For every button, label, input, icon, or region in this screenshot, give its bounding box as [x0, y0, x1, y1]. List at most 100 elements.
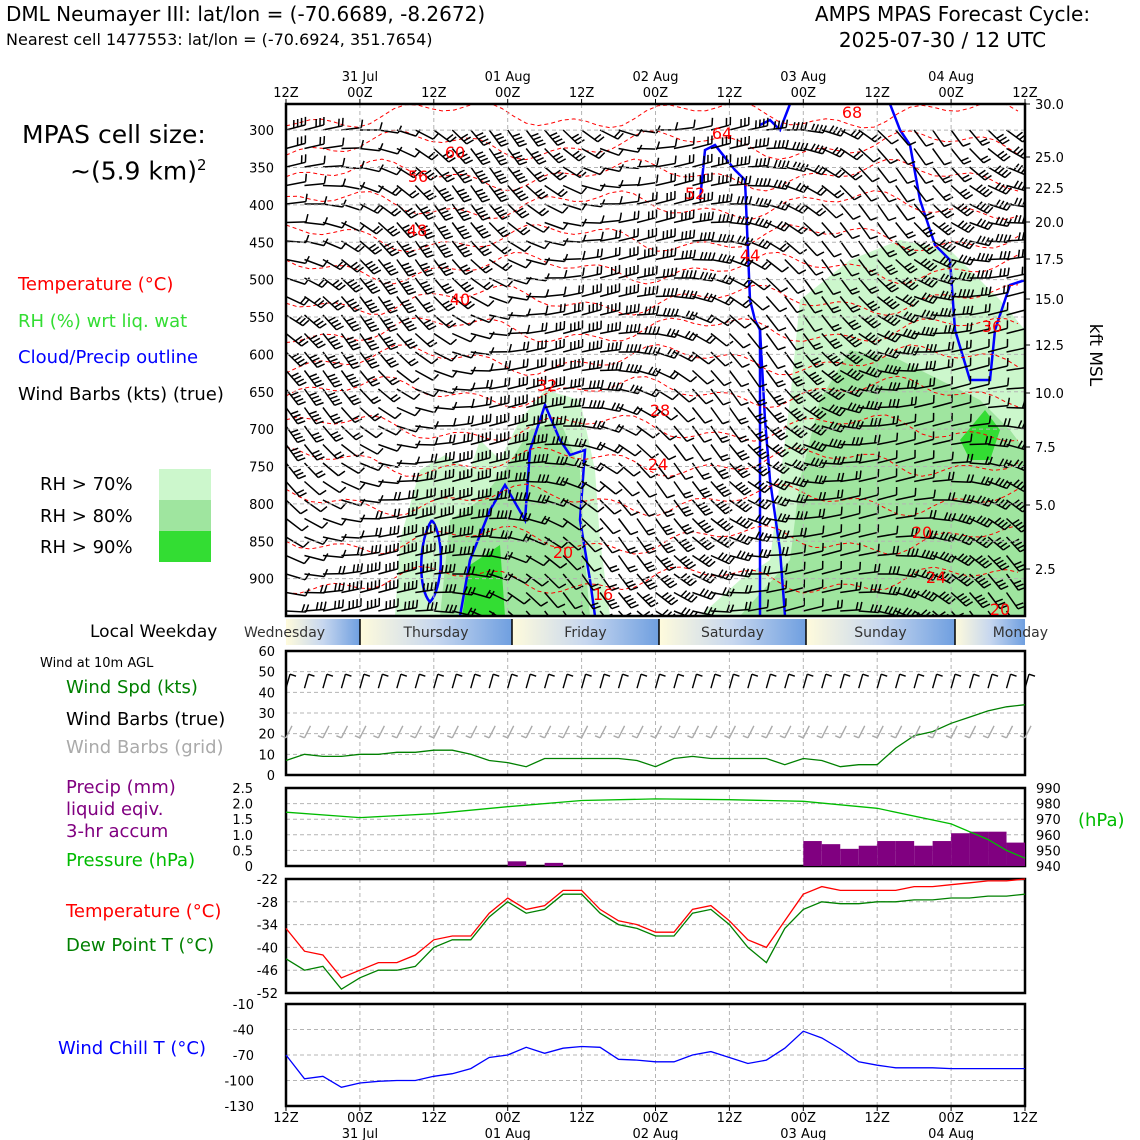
barb-feather: [365, 260, 373, 266]
wind-barb: [950, 203, 974, 217]
barb-feather: [633, 324, 637, 333]
barb-staff: [304, 573, 325, 578]
barb-feather: [978, 169, 986, 176]
barb-feather: [352, 383, 361, 388]
barb-feather: [522, 359, 525, 368]
barb-staff: [987, 274, 1008, 279]
barb-feather: [401, 262, 410, 267]
barb-feather: [534, 188, 543, 195]
barb-feather: [408, 309, 417, 314]
barb-feather: [853, 195, 862, 201]
barb-feather: [387, 306, 396, 311]
temp-contour: [286, 129, 1019, 161]
barb-feather: [485, 589, 491, 598]
barb-feather: [611, 402, 617, 411]
barb-feather: [684, 544, 693, 550]
barb-feather: [489, 396, 493, 405]
barb-staff: [692, 125, 713, 131]
barb-feather: [533, 153, 542, 159]
barb-feather: [888, 235, 897, 240]
barb-staff: [1024, 463, 1025, 464]
wind-barb: [691, 481, 713, 499]
barb-staff: [526, 347, 546, 353]
barb-feather: [996, 133, 1004, 139]
wind-barb: [378, 125, 403, 134]
barb-feather: [763, 284, 771, 291]
wind-barb: [987, 147, 1011, 162]
barb-feather: [456, 169, 465, 175]
barb-feather: [537, 494, 543, 503]
barb-feather: [516, 158, 525, 163]
barb-feather: [441, 300, 450, 306]
barb-feather: [459, 264, 468, 270]
barb-feather: [541, 580, 549, 587]
wind-barb: [452, 566, 476, 575]
wind-barb: [636, 591, 659, 608]
barb-feather: [393, 491, 398, 500]
barb-feather: [970, 433, 973, 442]
wind-barb: [618, 323, 641, 335]
barb-staff: [692, 238, 713, 242]
barb-feather: [461, 213, 470, 218]
barb-feather: [406, 323, 415, 329]
barb-staff: [599, 272, 620, 279]
wind-barb: [377, 259, 399, 276]
barb-feather: [758, 138, 762, 147]
barb-staff: [544, 221, 564, 230]
barb-feather: [559, 562, 568, 569]
barb-feather: [541, 434, 544, 443]
wind-barb: [359, 597, 381, 612]
barb-feather: [482, 548, 486, 557]
barb-feather: [360, 546, 364, 555]
barb-feather: [360, 139, 365, 149]
barb-feather: [412, 472, 416, 481]
barb-feather: [815, 271, 824, 276]
barb-feather: [409, 344, 418, 350]
wind-barb: [673, 270, 697, 279]
barb-feather: [463, 586, 468, 595]
barb-feather: [852, 172, 860, 178]
barb-staff: [765, 333, 779, 351]
barb-feather: [313, 398, 322, 403]
barb-feather: [674, 287, 679, 297]
barb-feather: [563, 435, 568, 445]
barb-staff: [710, 370, 725, 387]
wind-barb: [581, 555, 602, 572]
barb-feather: [925, 179, 934, 185]
barb-feather: [537, 191, 546, 197]
barb-feather: [463, 566, 468, 575]
wind-barb: [470, 148, 491, 166]
barb-feather: [390, 394, 398, 400]
barb-feather: [778, 327, 787, 332]
barb-feather: [544, 413, 548, 422]
barb-feather: [685, 494, 694, 499]
wind-barb: [600, 195, 623, 205]
barb-feather: [426, 192, 434, 198]
wind-barb: [1024, 463, 1025, 464]
barb-feather: [397, 475, 402, 484]
wind-barb: [415, 470, 437, 483]
barb-feather: [525, 261, 532, 269]
barb-feather: [889, 179, 898, 184]
wind-barb: [415, 561, 437, 575]
barb-feather: [507, 573, 514, 581]
wind-barb: [286, 462, 307, 480]
barb-staff: [581, 290, 602, 298]
barb-feather: [680, 506, 689, 511]
barb-feather: [441, 171, 450, 177]
wind-barb: [617, 592, 639, 609]
barb-feather: [596, 360, 600, 369]
barb-feather: [983, 158, 991, 164]
wind-barb: [562, 147, 586, 162]
barb-feather: [426, 272, 435, 277]
wind-barb: [304, 517, 329, 529]
barb-staff: [489, 384, 510, 390]
barb-feather: [582, 377, 585, 386]
barb-feather: [943, 143, 952, 148]
barb-feather: [335, 437, 344, 442]
barb-staff: [747, 370, 760, 388]
barb-staff: [766, 553, 787, 557]
barb-feather: [1037, 231, 1038, 239]
barb-feather: [372, 225, 380, 233]
